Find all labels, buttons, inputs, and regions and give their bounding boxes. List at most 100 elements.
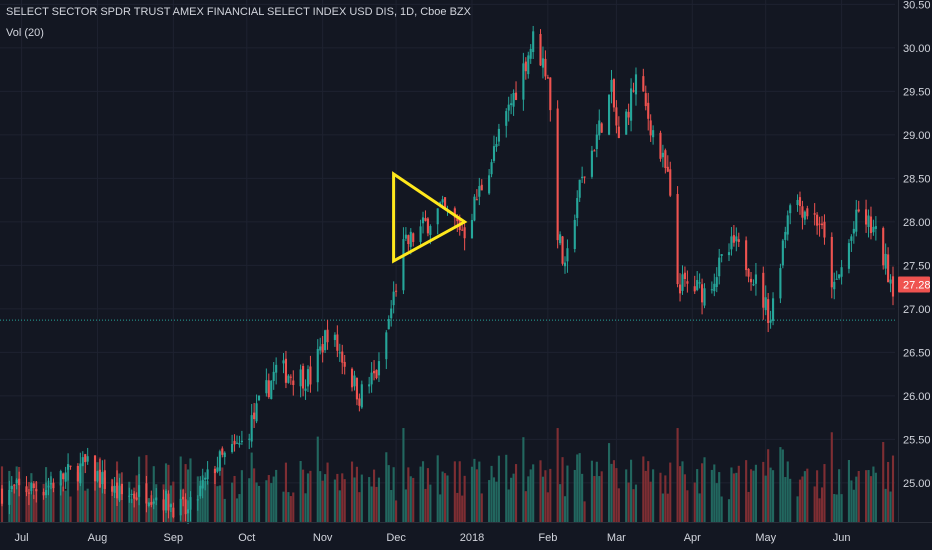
time-tick-label: Jul	[15, 532, 29, 544]
price-tick-label: 28.50	[903, 173, 931, 185]
candle-body	[436, 208, 439, 225]
volume-bar	[206, 480, 209, 522]
candle-body	[240, 440, 243, 443]
candle-body	[855, 209, 858, 232]
candle-body	[813, 213, 816, 215]
candle-body	[233, 440, 236, 445]
candle-body	[887, 254, 890, 283]
volume-bar	[373, 469, 376, 522]
candle-body	[544, 58, 547, 77]
volume-bar	[62, 486, 65, 522]
volume-bar	[647, 461, 650, 522]
volume-bar	[390, 490, 393, 522]
candle-body	[495, 144, 498, 147]
volume-bar	[355, 466, 358, 522]
volume-bar	[539, 460, 542, 522]
volume-bar	[818, 498, 821, 522]
volume-bar	[130, 498, 133, 522]
volume-bar	[649, 481, 652, 522]
candle-body	[164, 490, 168, 511]
volume-bar	[701, 463, 704, 522]
candle-body	[627, 111, 630, 118]
volume-bar	[747, 491, 750, 522]
volume-bar	[745, 460, 748, 522]
candle-body	[559, 234, 562, 244]
volume-bar	[847, 460, 851, 522]
volume-bar	[612, 460, 616, 522]
volume-bar	[309, 470, 312, 522]
volume-bar	[882, 442, 885, 522]
candle-body	[265, 380, 268, 394]
volume-bar	[480, 493, 483, 522]
candle-body	[115, 482, 119, 499]
volume-bar	[632, 489, 635, 522]
volume-bar	[549, 468, 552, 522]
volume-bar	[490, 465, 493, 522]
candle-body	[343, 361, 346, 367]
volume-bar	[272, 476, 275, 522]
price-tick-label: 26.00	[903, 391, 931, 403]
candle-body	[786, 215, 789, 235]
volume-bar	[343, 479, 346, 522]
volume-bar	[752, 470, 755, 522]
candle-body	[470, 220, 474, 239]
triangle-annotation[interactable]	[392, 171, 468, 264]
candle-body	[505, 111, 508, 126]
candle-body	[593, 150, 596, 152]
time-axis[interactable]: Jul Aug Sep Oct Nov Dec 2018 Feb Mar Apr May Jun	[15, 532, 851, 544]
candle-body	[541, 58, 545, 68]
candle-body	[532, 31, 535, 53]
candle-body	[781, 240, 784, 266]
volume-bar	[370, 486, 373, 522]
candle-body	[421, 217, 425, 224]
volume-bar	[255, 482, 258, 522]
volume-bar	[113, 489, 116, 522]
volume-bar	[458, 461, 461, 522]
volume-bar	[392, 467, 395, 522]
candle-body	[79, 463, 82, 484]
volume-bar	[76, 471, 79, 522]
volume-bar	[634, 484, 638, 522]
candle-body	[377, 361, 381, 376]
candle-body	[840, 267, 843, 277]
candle-body	[235, 442, 239, 444]
volume-bar	[872, 466, 875, 522]
candle-body	[69, 465, 72, 467]
volume-bar	[595, 461, 598, 522]
candle-body	[823, 221, 826, 238]
candle-body	[81, 457, 84, 467]
volume-bar	[223, 498, 226, 522]
volume-bar	[884, 488, 887, 522]
volume-bar	[713, 464, 716, 522]
volume-bar	[443, 473, 447, 522]
candle-body	[649, 120, 652, 136]
time-tick-label: Sep	[164, 532, 184, 544]
candle-body	[284, 358, 288, 383]
candle-body	[15, 479, 18, 484]
volume-bar	[840, 494, 843, 522]
candle-body	[299, 369, 302, 387]
volume-bar	[813, 486, 816, 522]
volume-bar	[600, 471, 603, 522]
candle-body	[270, 380, 273, 399]
price-axis[interactable]: 25.00 25.50 26.00 26.50 27.00 27.50 28.00 28.50…	[903, 0, 931, 490]
volume-bar	[456, 492, 459, 522]
volume-bar	[492, 477, 496, 522]
volume-bar	[497, 455, 500, 522]
volume-bar	[630, 459, 633, 522]
price-tick-label: 30.00	[903, 43, 931, 55]
candle-body	[573, 220, 576, 250]
candle-body	[67, 464, 70, 470]
volume-bar	[730, 467, 733, 522]
volume-bar	[319, 471, 322, 522]
candlesticks[interactable]	[0, 25, 895, 525]
candle-body	[607, 94, 611, 135]
candle-body	[659, 132, 662, 159]
price-tick-label: 27.50	[903, 260, 931, 272]
candle-body	[798, 197, 802, 207]
volume-bar	[147, 498, 150, 522]
volume-bar	[867, 470, 870, 522]
volume-bar	[693, 482, 696, 522]
